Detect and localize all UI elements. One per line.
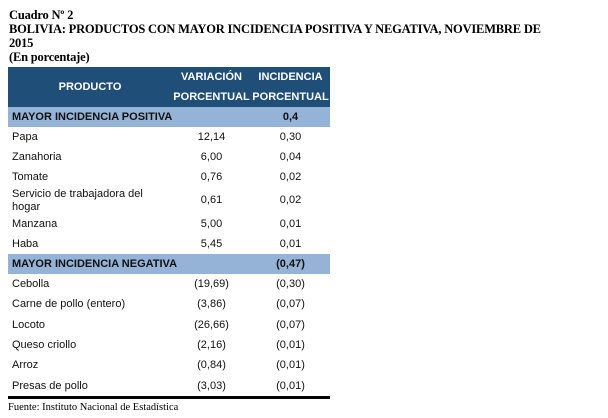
variation-cell: 0,61 [200,194,223,207]
table-row: Papa 12,14 0,30 [8,127,330,147]
incidence-cell: 0,01 [279,237,302,250]
incidence-cell: 0,30 [279,130,302,143]
section-total: (0,47) [251,254,330,275]
product-cell: Cebolla [12,278,50,291]
incidence-cell: (0,01) [251,375,330,400]
variation-cell: 5,00 [200,217,223,230]
product-cell: Presas de pollo [8,375,172,400]
product-cell: Zanahoria [12,150,62,163]
table-row: Queso criollo (2,16) (0,01) [8,335,330,355]
table-row: Locoto (26,66) (0,07) [8,315,330,335]
incidence-table: PRODUCTO VARIACIÓN INCIDENCIA PORCENTUAL… [8,67,330,400]
product-cell: Queso criollo [12,339,77,352]
section-label: MAYOR INCIDENCIA POSITIVA [8,107,251,127]
incidence-cell: 0,02 [279,194,302,207]
table-unit: (En porcentaje) [9,50,90,64]
source-note: Fuente: Instituto Nacional de Estadístic… [8,402,179,414]
incidence-cell: 0,02 [279,171,302,184]
variation-cell: 12,14 [197,130,226,143]
variation-cell: 6,00 [200,150,223,163]
product-cell: Tomate [12,171,49,184]
table-row: Zanahoria 6,00 0,04 [8,147,330,167]
variation-cell: (26,66) [194,318,229,331]
variation-cell: (3,03) [172,375,251,400]
incidence-cell: (0,30) [276,278,305,291]
product-cell: Locoto [12,318,46,331]
incidence-cell: (0,01) [276,339,305,352]
col-incidence-sub: PORCENTUAL [251,87,330,107]
product-cell: Manzana [12,217,58,230]
table-row: Haba 5,45 0,01 [8,234,330,254]
incidence-cell: (0,07) [276,318,305,331]
table-row: Cebolla (19,69) (0,30) [8,274,330,294]
product-cell: Carne de pollo (entero) [12,298,126,311]
col-variation-sub: PORCENTUAL [172,87,251,107]
product-cell: Haba [12,237,39,250]
table-row: Arroz (0,84) (0,01) [8,356,330,376]
incidence-cell: 0,04 [279,150,302,163]
variation-cell: (3,86) [197,298,226,311]
incidence-cell: (0,07) [276,298,305,311]
section-row-negative: MAYOR INCIDENCIA NEGATIVA (0,47) [8,254,330,275]
table-number: Cuadro Nº 2 [9,8,74,22]
product-cell: Servicio de trabajadora del hogar [12,187,143,213]
section-row-positive: MAYOR INCIDENCIA POSITIVA 0,4 [8,107,330,127]
col-product: PRODUCTO [8,67,172,107]
variation-cell: (19,69) [194,278,229,291]
product-cell: Papa [12,130,38,143]
col-variation: VARIACIÓN [172,67,251,87]
col-incidence: INCIDENCIA [251,67,330,87]
variation-cell: (0,84) [197,359,226,372]
variation-cell: 0,76 [200,171,223,184]
table-row: Carne de pollo (entero) (3,86) (0,07) [8,295,330,315]
table-row: Servicio de trabajadora del hogar 0,61 0,0… [8,188,330,214]
variation-cell: 5,45 [200,237,223,250]
variation-cell: (2,16) [197,339,226,352]
table-title-year: 2015 [9,36,34,50]
product-cell: Arroz [12,359,39,372]
table-row: Tomate 0,76 0,02 [8,168,330,188]
section-total: 0,4 [251,107,330,127]
table-title: BOLIVIA: PRODUCTOS CON MAYOR INCIDENCIA … [9,22,541,36]
table-row: Manzana 5,00 0,01 [8,214,330,234]
section-label: MAYOR INCIDENCIA NEGATIVA [8,254,251,275]
table-row: Presas de pollo (3,03) (0,01) [8,375,330,400]
incidence-cell: 0,01 [279,217,302,230]
incidence-cell: (0,01) [276,359,305,372]
